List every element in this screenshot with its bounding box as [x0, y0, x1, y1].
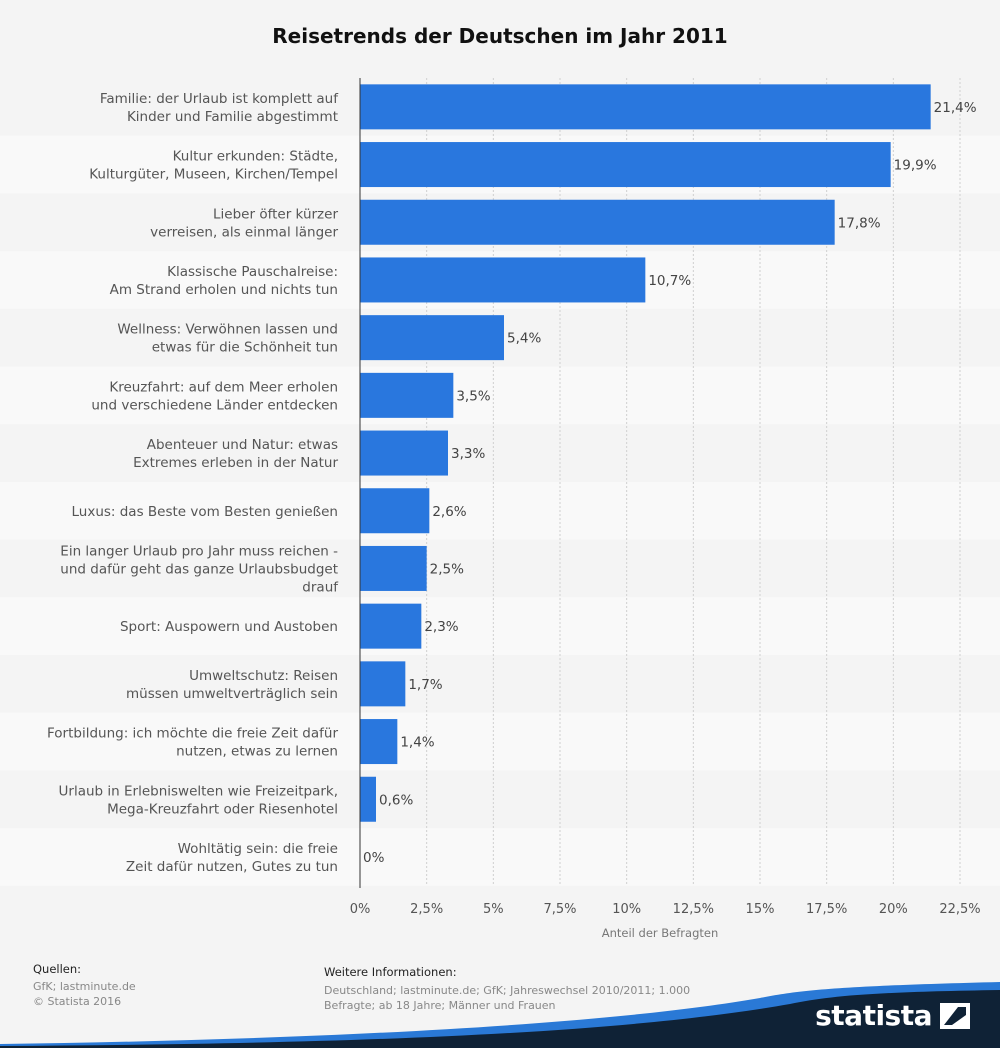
x-tick-label: 10% [612, 902, 641, 917]
brand-swoosh [0, 982, 1000, 1048]
row-stripe [0, 597, 1000, 655]
category-label: Sport: Auspowern und Austoben [120, 619, 338, 635]
category-label: Umweltschutz: Reisen müssen umweltverträg… [126, 668, 338, 702]
category-label: Ein langer Urlaub pro Jahr muss reichen … [60, 543, 339, 595]
value-label: 19,9% [894, 158, 937, 174]
value-label: 2,6% [432, 504, 466, 520]
bar [360, 142, 891, 188]
bar [360, 257, 646, 303]
x-tick-label: 17,5% [806, 902, 847, 917]
bar [360, 603, 422, 649]
logo-mark-icon [940, 1002, 970, 1029]
bar [360, 315, 504, 361]
sources-line: GfK; lastminute.de [33, 980, 136, 993]
category-label: Kreuzfahrt: auf dem Meer erholen und vers… [91, 379, 338, 413]
info-line: Deutschland; lastminute.de; GfK; Jahresw… [324, 984, 691, 997]
category-label: Luxus: das Beste vom Besten genießen [71, 504, 338, 520]
category-label: Fortbildung: ich möchte die freie Zeit d… [47, 726, 338, 760]
value-label: 1,4% [400, 735, 434, 751]
row-stripe [0, 828, 1000, 886]
value-label: 1,7% [408, 677, 442, 693]
copyright-line: © Statista 2016 [33, 995, 122, 1008]
brand-bar: statista [0, 978, 1000, 1048]
value-label: 3,3% [451, 446, 485, 462]
value-label: 0,6% [379, 792, 413, 808]
bar [360, 488, 430, 534]
grid-lines [426, 78, 961, 886]
category-label: Kultur erkunden: Städte, Kulturgüter, Mus… [89, 149, 338, 183]
info-heading: Weitere Informationen: [324, 965, 457, 979]
value-label: 17,8% [838, 215, 881, 231]
info-block: Weitere Informationen: Deutschland; last… [324, 965, 704, 1013]
row-stripe [0, 481, 1000, 540]
x-tick-label: 20% [879, 902, 908, 917]
chart-title: Reisetrends der Deutschen im Jahr 2011 [272, 24, 728, 48]
info-line: Befragte; ab 18 Jahre; Männer und Frauen [324, 999, 556, 1012]
logo-text: statista [815, 999, 932, 1032]
bar [360, 372, 454, 418]
x-tick-label: 5% [483, 902, 504, 917]
x-tick-label: 7,5% [543, 902, 576, 917]
bar [360, 84, 931, 130]
x-tick-label: 12,5% [673, 902, 714, 917]
value-label: 10,7% [648, 273, 691, 289]
x-tick-label: 22,5% [939, 902, 980, 917]
category-label: Urlaub in Erlebniswelten wie Freizeitpar… [59, 783, 338, 817]
bar [360, 199, 835, 245]
value-label: 0% [363, 850, 385, 866]
bars [360, 84, 931, 822]
x-tick-labels: 0% 2,5% 5% 7,5% 10% 12,5% 15% 17,5% 20% 22,5% [350, 902, 981, 917]
sources-heading: Quellen: [33, 962, 82, 976]
category-label: Familie: der Urlaub ist komplett auf Kind… [100, 91, 339, 125]
x-tick-label: 2,5% [410, 902, 443, 917]
x-axis-title: Anteil der Befragten [602, 926, 719, 940]
row-stripe [0, 712, 1000, 771]
value-label: 2,5% [430, 561, 464, 577]
bar [360, 776, 376, 822]
statista-logo[interactable]: statista [815, 999, 970, 1032]
value-label: 5,4% [507, 331, 541, 347]
category-label: Wellness: Verwöhnen lassen und etwas für … [117, 322, 338, 356]
bar [360, 719, 398, 765]
value-label: 21,4% [934, 100, 977, 116]
sources-block: Quellen: GfK; lastminute.de © Statista 2… [33, 962, 136, 1009]
x-tick-label: 0% [350, 902, 371, 917]
row-stripe [0, 366, 1000, 425]
category-label: Abenteuer und Natur: etwas Extremes erleb… [133, 437, 338, 471]
category-labels: Familie: der Urlaub ist komplett auf Kind… [47, 91, 339, 875]
value-label: 3,5% [456, 388, 490, 404]
value-label: 2,3% [424, 619, 458, 635]
bar [360, 545, 427, 591]
bar-chart: Familie: der Urlaub ist komplett auf Kind… [0, 78, 1000, 940]
category-label: Wohltätig sein: die freie Zeit dafür nutz… [126, 841, 338, 875]
x-tick-label: 15% [746, 902, 775, 917]
value-labels: 21,4% 19,9% 17,8% 10,7% 5,4% 3,5% 3,3% 2,6% 2,5%… [363, 100, 977, 866]
category-label: Lieber öfter kürzer verreisen, als einmal… [150, 206, 338, 240]
category-label: Klassische Pauschalreise: Am Strand erhol… [110, 264, 338, 298]
bar [360, 661, 406, 707]
bar [360, 430, 448, 476]
